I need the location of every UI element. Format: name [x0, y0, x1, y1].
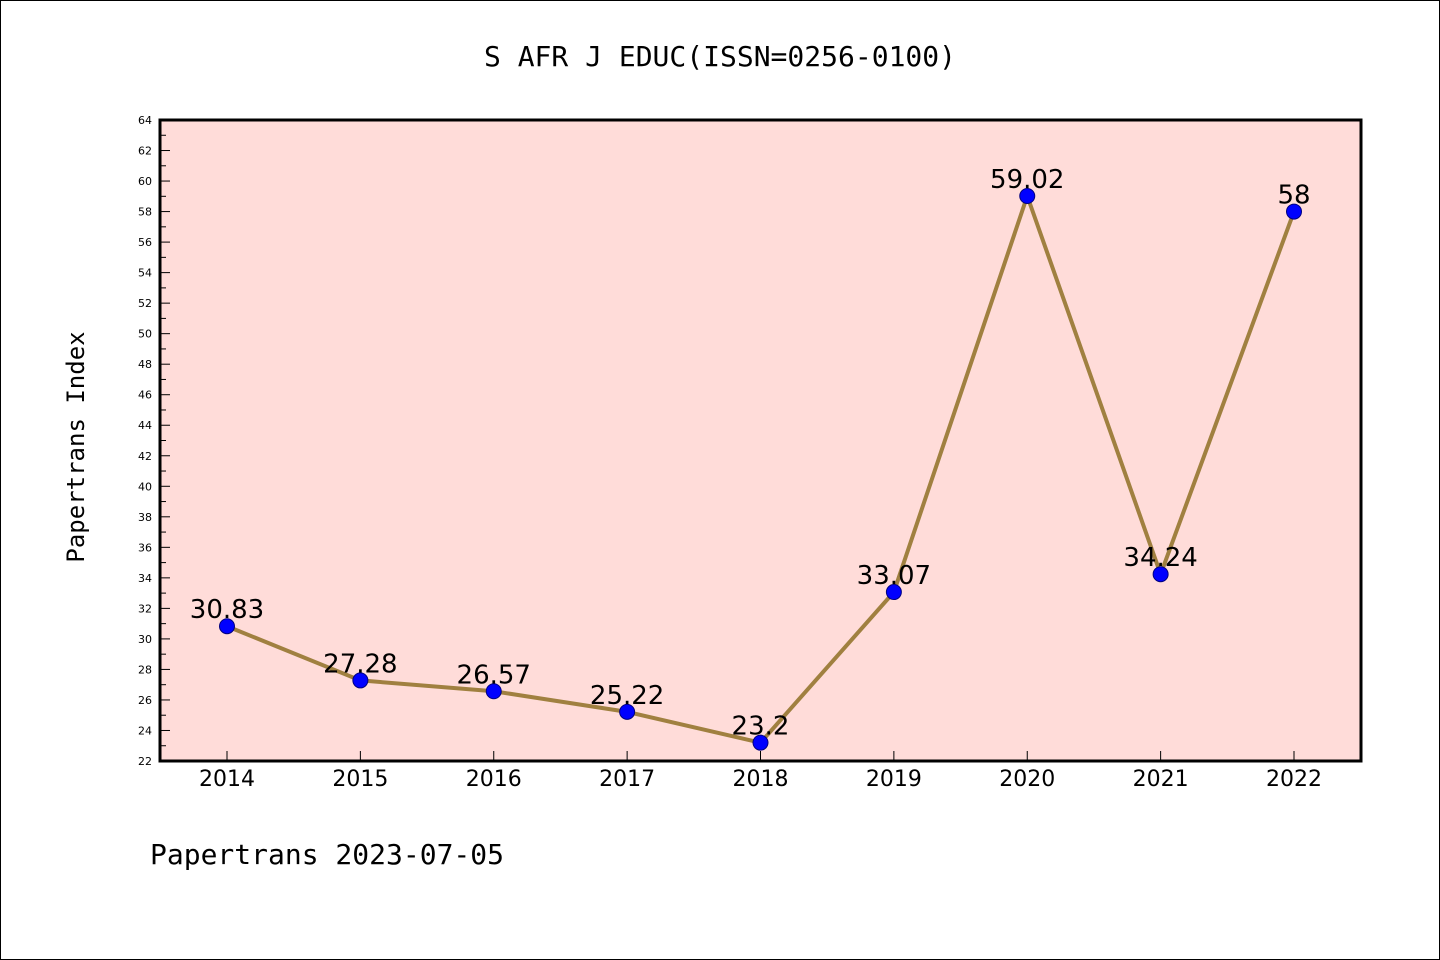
- y-tick-label: 38: [138, 511, 152, 524]
- y-tick-label: 36: [138, 541, 152, 554]
- data-point: [752, 734, 769, 751]
- y-axis: 22 24 26 28 30 32 34 36 38 40 42 44 46 48 50 52 54 56 58 60…: [138, 114, 170, 768]
- data-label: 34.24: [1123, 543, 1197, 573]
- x-tick-label: 2014: [199, 767, 255, 792]
- series-line-group: 30.83 27.28 26.57 25.22 23.2 33.07 59.02 34.24 5…: [190, 165, 1311, 751]
- data-point: [1152, 566, 1169, 583]
- y-tick-label: 48: [138, 358, 152, 371]
- y-tick-label: 50: [138, 328, 152, 341]
- data-point: [219, 618, 235, 635]
- data-point: [1286, 203, 1302, 220]
- x-tick-label: 2022: [1266, 767, 1322, 792]
- data-point: [1019, 188, 1036, 205]
- data-point: [885, 584, 902, 601]
- y-tick-label: 64: [138, 114, 152, 127]
- data-label: 25.22: [590, 681, 664, 711]
- y-tick-label: 22: [138, 755, 152, 768]
- y-tick-label: 42: [138, 450, 152, 463]
- data-label: 58: [1277, 181, 1310, 211]
- y-tick-label: 52: [138, 297, 152, 310]
- y-tick-label: 62: [138, 145, 152, 158]
- data-label: 30.83: [190, 595, 264, 625]
- data-point: [485, 683, 502, 700]
- y-tick-label: 34: [138, 572, 152, 585]
- y-tick-label: 32: [138, 602, 152, 615]
- y-tick-label: 44: [138, 419, 152, 432]
- x-tick-label: 2021: [1133, 767, 1189, 792]
- data-label: 26.57: [457, 660, 531, 690]
- y-axis-label: Papertrans Index: [62, 331, 90, 562]
- data-label: 27.28: [323, 649, 397, 679]
- x-tick-label: 2020: [999, 767, 1055, 792]
- data-point: [619, 703, 636, 720]
- data-label: 33.07: [857, 561, 931, 591]
- y-tick-label: 58: [138, 206, 152, 219]
- y-tick-label: 24: [138, 724, 152, 737]
- data-label: 23.2: [732, 712, 790, 742]
- plot-area: [158, 118, 1363, 763]
- x-tick-label: 2015: [332, 767, 388, 792]
- data-point: [352, 672, 369, 689]
- data-label: 59.02: [990, 165, 1064, 195]
- y-tick-label: 26: [138, 694, 152, 707]
- x-tick-label: 2018: [733, 767, 789, 792]
- x-axis: 2014 2015 2016 2017 2018 2019 2020 2021 2022: [199, 751, 1322, 792]
- y-tick-label: 54: [138, 267, 152, 280]
- footer-credit: Papertrans 2023-07-05: [150, 838, 504, 871]
- x-tick-label: 2019: [866, 767, 922, 792]
- y-tick-label: 46: [138, 389, 152, 402]
- y-tick-label: 60: [138, 175, 152, 188]
- y-tick-label: 30: [138, 633, 152, 646]
- chart-title: S AFR J EDUC(ISSN=0256-0100): [484, 40, 956, 73]
- y-tick-label: 28: [138, 663, 152, 676]
- y-tick-label: 56: [138, 236, 152, 249]
- x-tick-label: 2016: [466, 767, 522, 792]
- x-tick-label: 2017: [599, 767, 655, 792]
- y-tick-label: 40: [138, 480, 152, 493]
